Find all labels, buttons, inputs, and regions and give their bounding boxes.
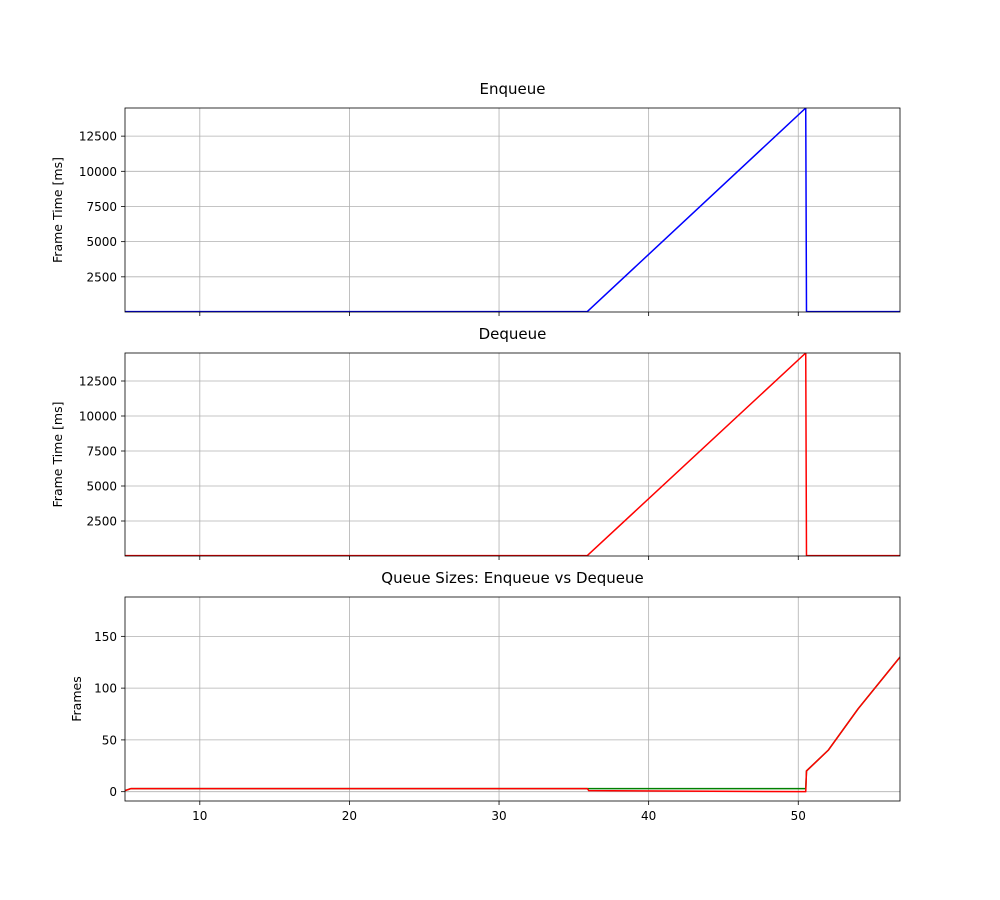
y-axis-label: Frame Time [ms]: [50, 157, 65, 263]
y-axis-label: Frame Time [ms]: [50, 402, 65, 508]
y-axis-label: Frames: [69, 676, 84, 721]
subplot-title: Enqueue: [480, 80, 546, 98]
subplot-1: 2500 5000 7500 10000 12500 Enqueue Frame Time …: [50, 80, 901, 316]
y-tick-label: 5000: [86, 480, 117, 494]
series-line-1: [125, 108, 900, 312]
x-tick-label: 50: [791, 809, 806, 823]
x-tick-label: 20: [342, 809, 357, 823]
y-tick-label: 12500: [79, 375, 117, 389]
y-tick-label: 12500: [79, 130, 117, 144]
x-tick-label: 10: [192, 809, 207, 823]
y-tick-label: 2500: [86, 515, 117, 529]
subplot-title: Dequeue: [479, 325, 547, 343]
series-line-1: [125, 353, 900, 556]
y-tick-label: 150: [94, 630, 117, 644]
subplot-2: 2500 5000 7500 10000 12500 Dequeue Frame Time …: [50, 325, 901, 560]
subplot-title: Queue Sizes: Enqueue vs Dequeue: [381, 569, 643, 587]
y-tick-label: 7500: [86, 200, 117, 214]
series-line-2: [125, 656, 900, 793]
y-tick-label: 2500: [86, 270, 117, 284]
x-tick-label: 40: [641, 809, 656, 823]
y-tick-label: 0: [109, 785, 117, 799]
y-tick-label: 5000: [86, 235, 117, 249]
y-tick-label: 10000: [79, 410, 117, 424]
series-line-1: [125, 656, 900, 792]
x-tick-label: 30: [491, 809, 506, 823]
y-tick-label: 10000: [79, 165, 117, 179]
y-tick-label: 100: [94, 682, 117, 696]
axes-frame: [124, 596, 901, 802]
y-tick-label: 7500: [86, 445, 117, 459]
axes-frame: [124, 107, 901, 313]
subplot-3: 10 20 30 40 50 0 50 100 150 Queue Sizes: Enqueue …: [69, 569, 901, 823]
axes-frame: [124, 352, 901, 557]
y-tick-label: 50: [102, 733, 117, 747]
